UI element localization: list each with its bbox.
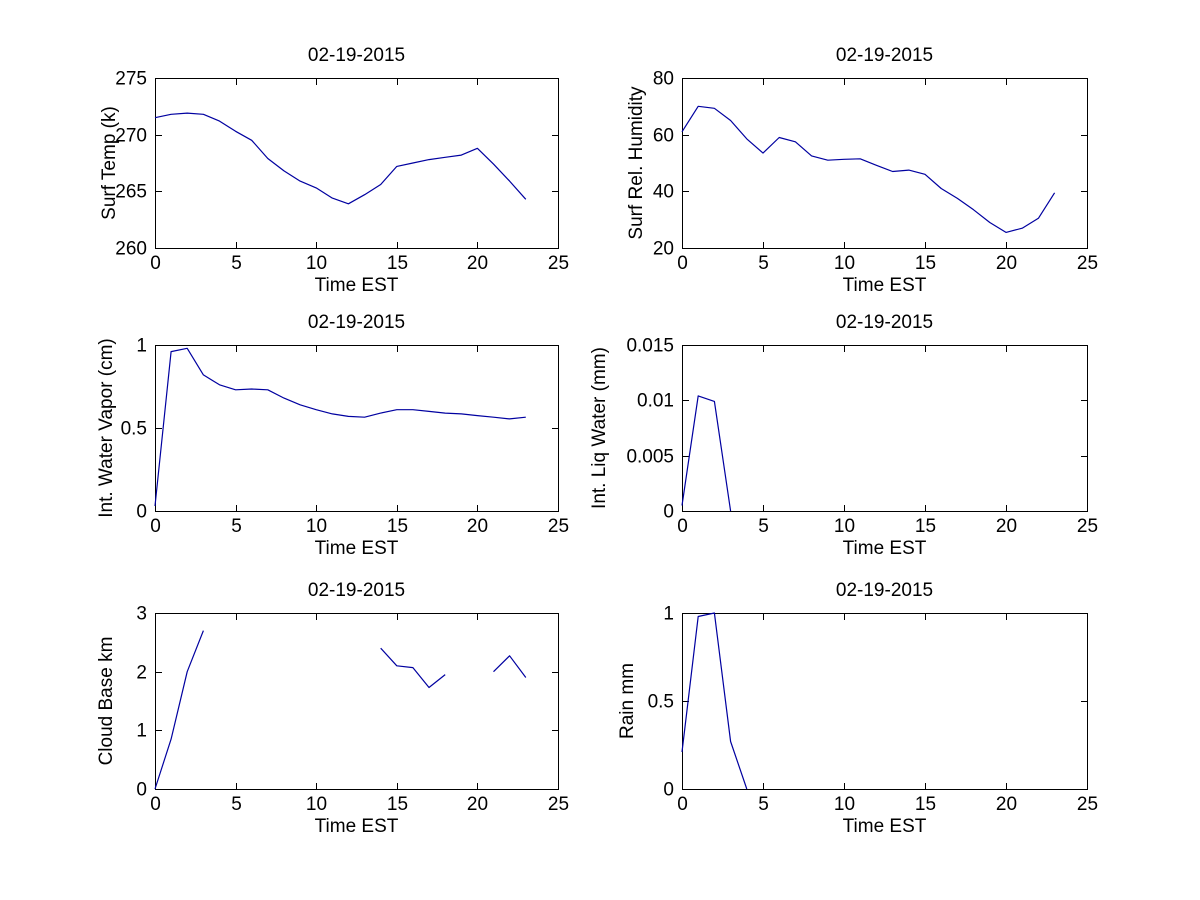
y-tick-label: 3 <box>136 604 147 625</box>
y-tick-label: 0.005 <box>626 447 674 468</box>
axes-box <box>155 345 559 512</box>
y-tick-label: 265 <box>115 182 147 203</box>
x-tick-label: 15 <box>387 794 408 815</box>
x-tick-label: 0 <box>150 794 161 815</box>
y-tick-label: 270 <box>115 126 147 147</box>
x-tick-label: 25 <box>1077 794 1098 815</box>
subplot-4-xlabel: Time EST <box>842 538 927 559</box>
x-tick-label: 10 <box>306 253 327 274</box>
y-tick-label: 0.5 <box>648 692 674 713</box>
x-tick-label: 5 <box>231 794 242 815</box>
subplot-1-ylabel: Surf Temp (k) <box>99 106 120 220</box>
y-tick-label: 1 <box>136 336 147 357</box>
y-tick-label: 40 <box>653 182 674 203</box>
subplot-1-title: 02-19-2015 <box>307 45 406 66</box>
subplot-5-title: 02-19-2015 <box>307 580 406 601</box>
x-tick-label: 20 <box>996 516 1017 537</box>
subplot-4-ylabel: Int. Liq Water (mm) <box>589 347 610 509</box>
x-tick-label: 25 <box>1077 253 1098 274</box>
x-tick-label: 5 <box>758 516 769 537</box>
x-tick-label: 15 <box>387 516 408 537</box>
x-tick-label: 5 <box>231 516 242 537</box>
x-tick-label: 25 <box>1077 516 1098 537</box>
subplot-5-axes: 0 5 10 15 20 25 0 1 2 3 <box>136 604 569 816</box>
x-tick-label: 15 <box>387 253 408 274</box>
x-tick-label: 5 <box>758 794 769 815</box>
series-line <box>154 630 204 790</box>
y-tick-label: 20 <box>653 239 674 260</box>
y-tick-label: 0 <box>136 780 147 801</box>
subplot-1-axes: 0 5 10 15 20 25 260 265 270 275 <box>115 69 569 275</box>
axes-box <box>155 78 559 249</box>
y-tick-label: 0 <box>663 780 674 801</box>
subplot-6-xlabel: Time EST <box>842 816 927 837</box>
subplot-6-ylabel: Rain mm <box>617 663 638 740</box>
y-tick-label: 0 <box>663 502 674 523</box>
axes-box <box>682 78 1088 249</box>
y-tick-label: 80 <box>653 69 674 90</box>
x-tick-label: 20 <box>467 253 488 274</box>
x-tick-label: 20 <box>996 253 1017 274</box>
x-tick-label: 5 <box>758 253 769 274</box>
x-tick-label: 15 <box>915 253 936 274</box>
x-tick-label: 10 <box>834 253 855 274</box>
x-tick-label: 25 <box>548 516 569 537</box>
x-tick-label: 0 <box>677 516 688 537</box>
series-line <box>380 647 446 689</box>
subplot-2-xlabel: Time EST <box>842 275 927 296</box>
x-tick-label: 25 <box>548 253 569 274</box>
x-tick-label: 20 <box>467 794 488 815</box>
x-tick-label: 25 <box>548 794 569 815</box>
subplot-3-title: 02-19-2015 <box>307 312 406 333</box>
subplot-6-axes: 0 5 10 15 20 25 0 0.5 1 <box>648 604 1098 816</box>
series-line <box>154 347 526 507</box>
x-tick-label: 15 <box>915 516 936 537</box>
y-tick-label: 1 <box>663 604 674 625</box>
subplot-5-xlabel: Time EST <box>314 816 399 837</box>
x-tick-label: 20 <box>996 794 1017 815</box>
x-tick-label: 10 <box>306 516 327 537</box>
subplot-5-ylabel: Cloud Base km <box>96 636 117 766</box>
series-line <box>681 105 1056 233</box>
y-tick-label: 60 <box>653 126 674 147</box>
y-tick-label: 2 <box>136 663 147 684</box>
series-line <box>493 655 527 678</box>
subplot-2-ylabel: Surf Rel. Humidity <box>626 86 647 240</box>
y-tick-label: 0.01 <box>637 391 674 412</box>
axes-box <box>155 613 559 790</box>
subplot-6-title: 02-19-2015 <box>835 580 934 601</box>
series-line <box>681 612 748 790</box>
series-line <box>681 395 732 512</box>
x-tick-label: 0 <box>677 794 688 815</box>
subplot-2-title: 02-19-2015 <box>835 45 934 66</box>
axes-box <box>682 613 1088 790</box>
subplot-3-axes: 0 5 10 15 20 25 0 0.5 1 <box>121 336 569 538</box>
x-tick-label: 5 <box>231 253 242 274</box>
y-tick-label: 260 <box>115 239 147 260</box>
x-tick-label: 0 <box>677 253 688 274</box>
y-tick-label: 1 <box>136 721 147 742</box>
series-line <box>154 112 527 205</box>
x-tick-label: 0 <box>150 516 161 537</box>
x-tick-label: 10 <box>834 794 855 815</box>
subplot-3-xlabel: Time EST <box>314 538 399 559</box>
subplot-1-xlabel: Time EST <box>314 275 399 296</box>
y-tick-label: 0 <box>136 502 147 523</box>
subplot-2-axes: 0 5 10 15 20 25 20 40 60 80 <box>653 69 1098 275</box>
y-tick-label: 0.5 <box>121 419 147 440</box>
x-tick-label: 15 <box>915 794 936 815</box>
axes-box <box>682 345 1088 512</box>
x-tick-label: 10 <box>306 794 327 815</box>
y-tick-label: 0.015 <box>626 336 674 357</box>
subplot-4-axes: 0 5 10 15 20 25 0 0.005 0.01 0.015 <box>626 336 1098 538</box>
subplot-3-ylabel: Int. Water Vapor (cm) <box>96 338 117 518</box>
x-tick-label: 10 <box>834 516 855 537</box>
y-tick-label: 275 <box>115 69 147 90</box>
x-tick-label: 0 <box>150 253 161 274</box>
x-tick-label: 20 <box>467 516 488 537</box>
subplot-4-title: 02-19-2015 <box>835 312 934 333</box>
